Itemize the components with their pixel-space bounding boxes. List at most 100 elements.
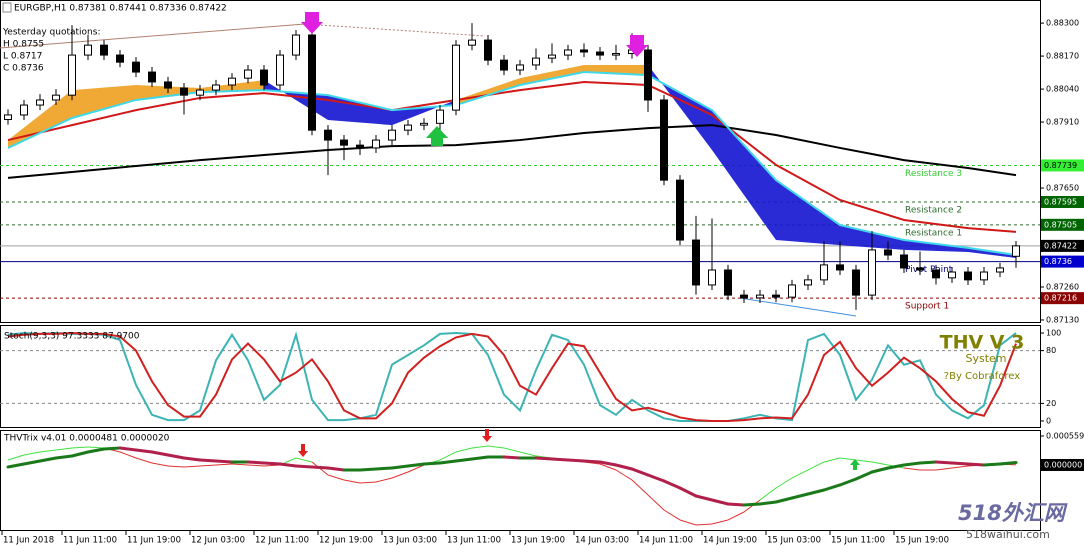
level-box <box>1041 292 1084 305</box>
trix-line <box>102 446 122 451</box>
trix-line <box>566 458 586 463</box>
trix-signal <box>199 464 217 467</box>
candle-body <box>260 69 268 86</box>
trix-line <box>6 462 26 469</box>
level-box <box>1041 159 1084 172</box>
moving-average <box>7 124 1017 179</box>
candle-body <box>404 124 412 131</box>
candle-body <box>452 44 460 111</box>
x-tick-label: 12 Jun 11:00 <box>255 536 309 546</box>
level-label: Pivot Point <box>905 265 953 275</box>
level-value: 0.8736 <box>1044 257 1072 266</box>
candle-body <box>580 49 588 53</box>
sell-arrow <box>626 35 648 57</box>
level-value: 0.87739 <box>1044 161 1077 170</box>
trix-line <box>710 498 730 506</box>
trix-signal <box>519 451 537 457</box>
candle-body <box>532 57 540 66</box>
trix-line <box>262 461 282 466</box>
trix-signal <box>7 454 25 461</box>
trix-line <box>70 450 90 458</box>
candle-body <box>836 264 844 271</box>
trend-line <box>739 297 857 317</box>
moving-average <box>7 80 1017 233</box>
trix-line <box>598 460 618 467</box>
x-tick-label: 12 Jun 19:00 <box>319 536 373 546</box>
trix-signal <box>935 467 953 471</box>
candle-body <box>100 44 108 56</box>
x-tick-label: 15 Jun 03:00 <box>767 536 821 546</box>
x-tick-label: 12 Jun 03:00 <box>191 536 245 546</box>
candle-body <box>708 269 716 286</box>
trix-signal <box>135 457 153 464</box>
trix-title: THVTrix v4.01 0.0000481 0.0000020 <box>3 434 170 444</box>
y-tick-label: 0.000000 <box>1044 460 1082 469</box>
candle-body <box>212 84 220 91</box>
trix-signal <box>871 461 889 466</box>
trix-signal <box>231 463 249 466</box>
trix-signal <box>487 445 505 449</box>
level-value: 0.87505 <box>1044 220 1077 229</box>
candle-body <box>132 61 140 73</box>
trix-line <box>454 457 474 463</box>
y-tick-label: 20 <box>1046 399 1056 408</box>
trix-line <box>294 464 314 469</box>
candle-body <box>900 254 908 269</box>
trix-signal <box>599 463 617 471</box>
candle-body <box>596 51 604 56</box>
candle-body <box>644 49 652 101</box>
candle-body <box>436 109 444 124</box>
symbol-icon <box>2 2 12 13</box>
trix-signal <box>471 445 489 449</box>
y-tick-label: 100 <box>1046 329 1061 338</box>
brand-author: ?By Cobraforex <box>944 371 1020 382</box>
trix-signal <box>215 463 233 466</box>
candle-body <box>804 279 812 286</box>
ma-band <box>72 85 136 118</box>
trix-signal <box>503 447 521 453</box>
trix-signal <box>807 461 825 471</box>
trix-line <box>886 463 906 470</box>
watermark-title: 518外汇网 <box>958 501 1068 525</box>
candle-body <box>996 267 1004 273</box>
trix-signal <box>343 479 361 484</box>
candle-body <box>244 69 252 79</box>
x-tick-label: 15 Jun 19:00 <box>895 536 949 546</box>
candle-body <box>356 144 364 149</box>
x-tick-label: 14 Jun 19:00 <box>703 536 757 546</box>
trix-signal <box>183 465 201 468</box>
candle-body <box>4 114 12 121</box>
note: C 0.8736 <box>3 64 44 74</box>
candle-body <box>852 269 860 296</box>
trix-signal <box>727 511 745 521</box>
trix-buy-arrow <box>850 459 860 470</box>
trix-line <box>214 459 234 464</box>
ma-band <box>904 240 968 252</box>
trix-line <box>326 466 346 472</box>
ma-band <box>712 110 776 241</box>
candle-body <box>612 53 620 56</box>
candle-body <box>884 249 892 256</box>
y-tick-label: 0.88170 <box>1046 52 1079 61</box>
trix-line <box>118 446 138 452</box>
trix-line <box>614 463 634 471</box>
candle-body <box>196 89 204 96</box>
trix-sell-arrow <box>482 429 492 442</box>
trix-signal <box>23 451 41 456</box>
trix-line <box>534 456 554 461</box>
candle-body <box>116 54 124 63</box>
trend-line <box>0 23 306 49</box>
x-tick-label: 13 Jun 11:00 <box>447 536 501 546</box>
candle-body <box>388 129 396 141</box>
trix-signal <box>903 467 921 471</box>
trix-line <box>54 454 74 460</box>
y-tick-label: 0.87260 <box>1046 282 1079 291</box>
trix-line <box>854 470 874 481</box>
candle-body <box>36 99 44 106</box>
trix-line <box>38 456 58 463</box>
x-tick-label: 14 Jun 03:00 <box>575 536 629 546</box>
trix-signal <box>647 494 665 511</box>
trix-signal <box>775 477 793 489</box>
candle-body <box>484 39 492 61</box>
candle-body <box>660 99 668 181</box>
